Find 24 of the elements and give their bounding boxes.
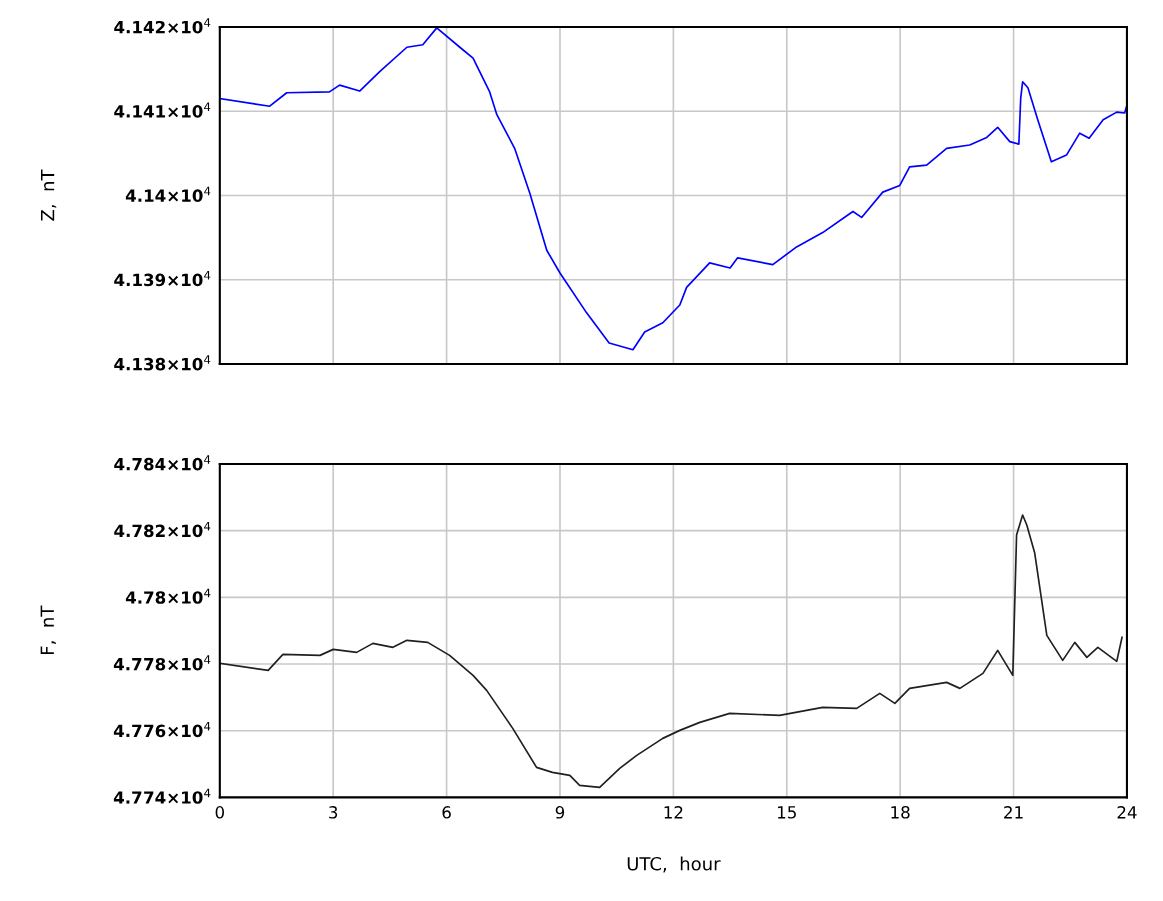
y-tick-label: 4.142×10$^{4}$ (114, 18, 211, 34)
x-tick-label: 6 (442, 806, 451, 819)
y-tick-label: 4.139×10$^{4}$ (114, 271, 211, 287)
y-tick-label: 4.14×10$^{4}$ (125, 186, 211, 202)
line-series (219, 514, 1123, 789)
x-tick-label: 9 (555, 806, 565, 819)
x-tick-label: 15 (778, 806, 796, 819)
x-tick-label: 21 (1004, 806, 1023, 819)
x-tick-label: 18 (891, 806, 910, 819)
y-tick-label: 4.784×10$^{4}$ (114, 455, 211, 471)
x-tick-label: 0 (215, 806, 224, 819)
x-tick-label: 24 (1117, 806, 1137, 819)
y-tick-label: 4.78×10$^{4}$ (125, 588, 211, 604)
y-tick-label: 4.774×10$^{4}$ (113, 788, 211, 804)
y-tick-label: 4.782×10$^{4}$ (114, 522, 211, 538)
y-tick-label: 4.778×10$^{4}$ (113, 655, 211, 671)
y-axis-title: F, nT (40, 605, 56, 654)
x-tick-label: 3 (329, 806, 338, 819)
y-tick-label: 4.138×10$^{4}$ (114, 355, 211, 371)
x-axis-title: UTC, hour (627, 856, 721, 873)
y-tick-label: 4.141×10$^{4}$ (114, 102, 211, 118)
y-axis-title: Z, nT (41, 169, 57, 221)
y-tick-label: 4.776×10$^{4}$ (113, 722, 211, 738)
x-tick-label: 12 (664, 806, 683, 819)
